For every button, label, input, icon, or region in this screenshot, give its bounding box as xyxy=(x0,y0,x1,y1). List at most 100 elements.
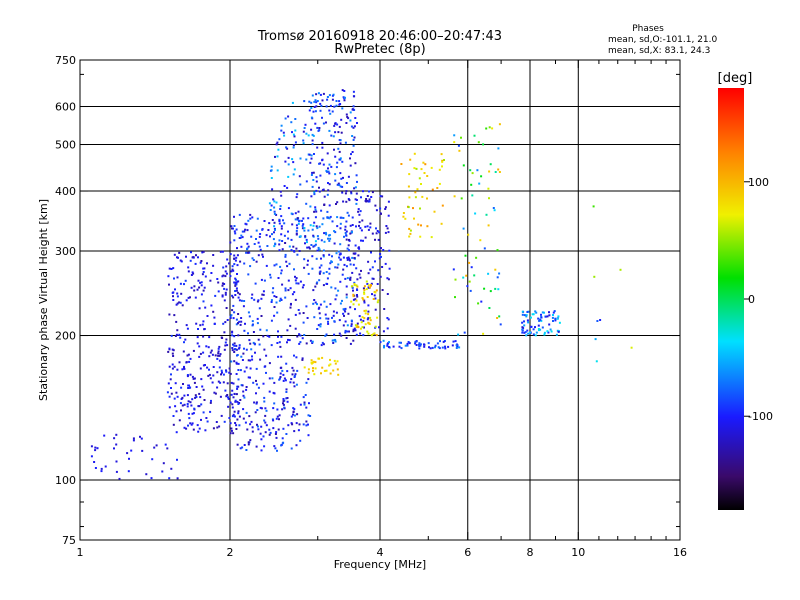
data-point xyxy=(325,317,328,320)
data-point xyxy=(357,303,360,306)
data-point xyxy=(353,187,356,190)
data-point xyxy=(525,315,528,318)
data-point xyxy=(431,188,434,191)
data-point xyxy=(358,221,361,224)
data-point xyxy=(261,293,264,296)
data-point xyxy=(288,339,291,342)
data-point xyxy=(428,346,430,349)
data-point xyxy=(280,227,283,230)
data-point xyxy=(361,219,364,222)
data-point xyxy=(206,315,209,317)
data-point xyxy=(285,146,288,149)
data-point xyxy=(438,347,441,350)
data-point xyxy=(388,341,390,344)
data-point xyxy=(454,340,457,343)
data-point xyxy=(312,289,315,292)
data-point xyxy=(213,391,216,394)
data-point xyxy=(176,395,179,398)
data-point xyxy=(281,442,284,445)
data-point xyxy=(236,273,238,275)
data-point xyxy=(225,370,228,373)
data-point xyxy=(552,311,555,314)
data-point xyxy=(414,342,417,345)
data-point xyxy=(150,477,153,480)
data-point xyxy=(206,366,209,369)
data-point xyxy=(387,200,390,203)
data-point xyxy=(192,412,195,415)
data-point xyxy=(226,258,229,261)
data-point xyxy=(400,163,403,165)
data-point xyxy=(247,376,250,379)
data-point xyxy=(320,372,322,375)
data-point xyxy=(351,108,354,111)
data-point xyxy=(483,247,486,250)
data-point xyxy=(364,323,367,326)
data-point xyxy=(275,436,278,439)
data-point xyxy=(225,272,228,275)
data-point xyxy=(115,443,118,446)
data-point xyxy=(593,275,596,278)
data-point xyxy=(294,129,297,132)
data-point xyxy=(231,309,234,312)
data-point xyxy=(226,382,229,385)
data-point xyxy=(323,300,326,303)
data-point xyxy=(359,318,362,321)
data-point xyxy=(284,379,287,382)
data-points xyxy=(90,89,633,480)
data-point xyxy=(232,382,235,385)
data-point xyxy=(426,197,428,200)
data-point xyxy=(286,370,289,373)
data-point xyxy=(171,363,174,366)
data-point xyxy=(334,155,337,158)
data-point xyxy=(326,98,329,101)
data-point xyxy=(245,366,248,369)
data-point xyxy=(295,196,298,199)
data-point xyxy=(319,323,322,326)
data-point xyxy=(525,334,528,337)
data-point xyxy=(258,307,261,310)
data-point xyxy=(334,287,337,290)
data-point xyxy=(323,369,326,372)
data-point xyxy=(323,232,326,235)
data-point xyxy=(334,266,337,269)
data-point xyxy=(344,141,347,144)
data-point xyxy=(229,241,232,244)
data-point xyxy=(367,322,370,325)
data-point xyxy=(349,111,352,114)
data-point xyxy=(237,334,240,337)
data-point xyxy=(217,380,220,383)
data-point xyxy=(318,225,321,228)
data-point xyxy=(333,242,336,245)
data-point xyxy=(299,157,302,160)
data-point xyxy=(179,282,182,285)
data-point xyxy=(346,258,349,261)
data-point xyxy=(316,235,319,238)
data-point xyxy=(246,242,249,245)
data-point xyxy=(334,362,337,365)
data-point xyxy=(226,344,229,347)
data-point xyxy=(199,281,202,284)
data-point xyxy=(225,307,228,309)
data-point xyxy=(240,317,243,319)
data-point xyxy=(175,320,178,323)
data-point xyxy=(226,394,229,396)
data-point xyxy=(260,438,263,441)
data-point xyxy=(452,340,455,343)
data-point xyxy=(324,231,327,234)
data-point xyxy=(331,110,334,113)
data-point xyxy=(327,317,330,320)
data-point xyxy=(295,422,298,425)
data-point xyxy=(306,263,309,266)
y-tick-label: 600 xyxy=(55,101,76,114)
data-point xyxy=(345,234,348,237)
y-tick-label: 100 xyxy=(55,474,76,487)
data-point xyxy=(317,92,320,95)
data-point xyxy=(371,232,374,235)
data-point xyxy=(233,415,236,418)
data-point xyxy=(127,470,130,473)
data-point xyxy=(408,196,411,199)
data-point xyxy=(217,347,220,350)
data-point xyxy=(104,465,107,468)
data-point xyxy=(171,348,174,351)
